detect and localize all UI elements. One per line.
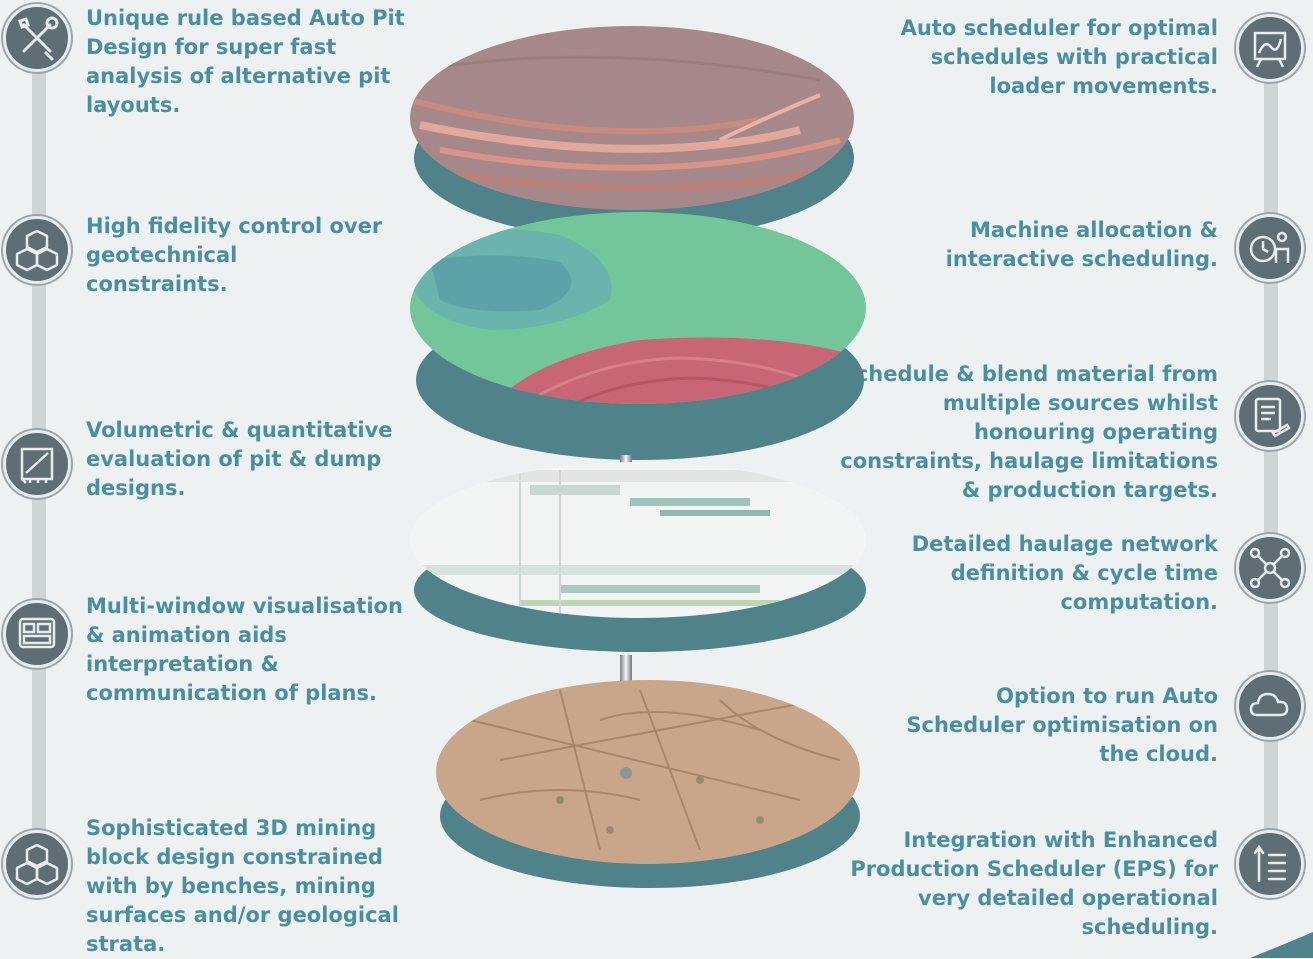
left-feature-4: Multi-window visualisation & animation a… bbox=[86, 594, 403, 705]
design-board-icon bbox=[3, 430, 71, 498]
disc-3-surface bbox=[410, 462, 866, 618]
cubes-icon bbox=[3, 216, 71, 284]
disc-1 bbox=[410, 26, 854, 240]
pole-3-base bbox=[620, 767, 632, 779]
right-feature-1: Auto scheduler for optimal schedules wit… bbox=[900, 16, 1218, 98]
right-feature-5: Option to run Auto Scheduler optimisatio… bbox=[906, 684, 1218, 766]
cloud-icon bbox=[1236, 672, 1304, 740]
right-feature-6: Integration with Enhanced Production Sch… bbox=[850, 828, 1218, 939]
clock-person-icon bbox=[1236, 214, 1304, 282]
left-feature-2: High fidelity control over geotechnical … bbox=[86, 214, 383, 296]
disc-3 bbox=[410, 462, 866, 652]
document-pen-icon bbox=[1236, 382, 1304, 450]
cubes-icon bbox=[3, 830, 71, 898]
tools-icon bbox=[3, 4, 71, 72]
network-icon bbox=[1236, 534, 1304, 602]
left-feature-5: Sophisticated 3D mining block design con… bbox=[86, 816, 399, 956]
disc-4-surface bbox=[436, 680, 860, 864]
left-feature-1: Unique rule based Auto Pit Design for su… bbox=[86, 6, 405, 117]
corner-swoosh bbox=[1250, 932, 1313, 958]
right-feature-2: Machine allocation & interactive schedul… bbox=[945, 218, 1218, 271]
map-board-icon bbox=[1236, 14, 1304, 82]
right-feature-4: Detailed haulage network definition & cy… bbox=[911, 532, 1218, 614]
list-indent-icon bbox=[1236, 830, 1304, 898]
disc-2 bbox=[410, 212, 866, 460]
windows-icon bbox=[3, 600, 71, 668]
right-feature-3: Schedule & blend material from multiple … bbox=[840, 362, 1218, 502]
disc-4 bbox=[436, 680, 860, 888]
left-feature-3: Volumetric & quantitative evaluation of … bbox=[86, 418, 393, 500]
